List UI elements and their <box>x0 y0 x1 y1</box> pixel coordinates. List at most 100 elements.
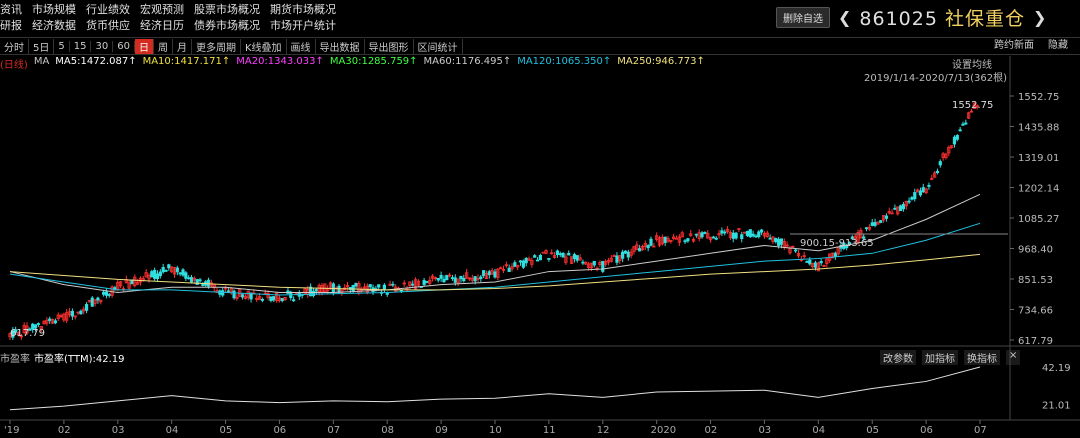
candle-body-184 <box>530 260 534 265</box>
candle-body-147 <box>425 281 429 283</box>
candle-body-7 <box>28 328 32 331</box>
period-toolbar: 分时 5日 5 15 30 60 日周月更多周期 K线叠加 画线 导出数据 导出图形 区间统计 跨约新面… <box>0 37 1080 55</box>
candle-body-185 <box>533 255 537 258</box>
candle-body-107 <box>311 290 316 297</box>
candle-body-8 <box>31 323 35 330</box>
candle-body-225 <box>646 245 650 249</box>
candle-body-336 <box>961 123 965 126</box>
sub-panel-button-0[interactable]: 改参数 <box>880 350 916 365</box>
candle-body-222 <box>638 248 642 252</box>
candle-body-24 <box>76 311 80 314</box>
candle-body-11 <box>39 325 43 330</box>
candle-body-193 <box>555 250 559 256</box>
period-tab-9[interactable]: 更多周期 <box>192 38 241 54</box>
candle-body-83 <box>243 296 248 299</box>
period-tab-2[interactable]: 5 <box>54 40 70 52</box>
candle-body-226 <box>649 238 653 246</box>
menu-item-r2-4[interactable]: 债券市场概况 <box>194 19 260 32</box>
candle-body-269 <box>771 236 775 242</box>
candle-body-161 <box>465 272 469 279</box>
menu-item-r1-0[interactable]: 资讯 <box>0 3 22 16</box>
candle-body-28 <box>87 299 92 303</box>
candle-body-211 <box>606 259 611 263</box>
candle-body-9 <box>33 324 38 329</box>
menu-item-r2-1[interactable]: 经济数据 <box>32 19 76 32</box>
menu-item-r2-2[interactable]: 货币供应 <box>86 19 130 32</box>
candle-body-114 <box>331 283 335 293</box>
candle-body-292 <box>836 247 840 255</box>
period-tab-3[interactable]: 15 <box>70 40 92 52</box>
sub-y-tick-1: 21.01 <box>1042 400 1071 411</box>
period-tab-8[interactable]: 月 <box>173 38 192 54</box>
candle-body-34 <box>104 291 109 296</box>
menu-item-r1-3[interactable]: 宏观预测 <box>140 3 184 16</box>
menu-item-r2-3[interactable]: 经济日历 <box>140 19 184 32</box>
candle-body-97 <box>283 296 287 301</box>
period-tab-11[interactable]: 画线 <box>287 38 316 54</box>
sub-panel-button-1[interactable]: 加指标 <box>922 350 958 365</box>
candle-body-262 <box>751 233 755 237</box>
period-tab-14[interactable]: 区间统计 <box>414 38 463 54</box>
ma-label: MA <box>33 56 50 67</box>
candle-body-286 <box>819 261 823 264</box>
period-tab-1[interactable]: 5日 <box>29 38 55 54</box>
candle-body-45 <box>136 281 140 285</box>
toolbar-right-0[interactable]: 跨约新面 <box>994 40 1034 51</box>
candle-body-116 <box>337 285 341 293</box>
candle-body-340 <box>972 103 976 109</box>
candle-body-172 <box>496 268 500 278</box>
candle-body-210 <box>604 261 608 265</box>
x-tick-label-5: 06 <box>273 425 286 436</box>
candle-body-312 <box>893 207 897 210</box>
period-tab-13[interactable]: 导出图形 <box>365 38 414 54</box>
period-tab-0[interactable]: 分时 <box>0 38 29 54</box>
candle-body-143 <box>413 279 418 290</box>
period-tab-10[interactable]: K线叠加 <box>241 38 287 54</box>
menu-item-r1-1[interactable]: 市场规模 <box>32 3 76 16</box>
toolbar-right-1[interactable]: 隐藏 <box>1048 40 1068 51</box>
candle-body-160 <box>462 277 466 282</box>
candle-body-22 <box>70 310 74 317</box>
candle-body-326 <box>933 172 937 178</box>
candle-body-251 <box>720 230 724 234</box>
candle-body-170 <box>490 270 494 275</box>
candle-body-80 <box>235 296 239 299</box>
candle-body-209 <box>601 260 605 272</box>
menu-item-r2-0[interactable]: 研报 <box>0 19 22 32</box>
period-tab-12[interactable]: 导出数据 <box>316 38 365 54</box>
candle-body-23 <box>73 315 77 318</box>
period-tab-5[interactable]: 60 <box>113 40 135 52</box>
candle-body-282 <box>808 259 812 265</box>
menu-item-r1-5[interactable]: 期货市场概况 <box>270 3 336 16</box>
candle-body-167 <box>482 270 486 276</box>
candle-body-42 <box>127 282 131 289</box>
menu-item-r1-4[interactable]: 股票市场概况 <box>194 3 260 16</box>
candle-body-281 <box>805 261 809 263</box>
candle-body-39 <box>119 281 123 287</box>
candle-body-70 <box>206 279 211 287</box>
candle-body-247 <box>708 236 713 241</box>
candle-body-275 <box>788 248 792 254</box>
chevron-right-icon[interactable]: ❯ <box>1033 8 1047 27</box>
period-tab-6[interactable]: 日 <box>134 38 154 54</box>
candle-body-187 <box>538 254 542 261</box>
menu-item-r1-2[interactable]: 行业绩效 <box>86 3 130 16</box>
period-tab-4[interactable]: 30 <box>91 40 114 52</box>
candle-body-267 <box>765 232 769 237</box>
period-tab-7[interactable]: 周 <box>154 38 173 54</box>
candle-body-26 <box>82 308 86 312</box>
candle-body-19 <box>62 313 66 321</box>
candle-body-30 <box>93 299 97 304</box>
ma-settings-link[interactable]: 设置均线 <box>952 60 992 71</box>
candle-body-65 <box>192 277 196 281</box>
chevron-left-icon[interactable]: ❮ <box>838 8 852 27</box>
ma-item-1: MA10:1417.171↑ <box>142 56 231 67</box>
candle-body-175 <box>504 264 508 267</box>
menu-item-r2-5[interactable]: 市场开户统计 <box>270 19 336 32</box>
sub-panel-button-2[interactable]: 换指标 <box>964 350 1000 365</box>
candle-body-62 <box>184 272 188 279</box>
delete-watchlist-button[interactable]: 删除自选 <box>776 7 830 28</box>
candle-body-162 <box>467 277 472 280</box>
candle-body-253 <box>725 228 730 232</box>
